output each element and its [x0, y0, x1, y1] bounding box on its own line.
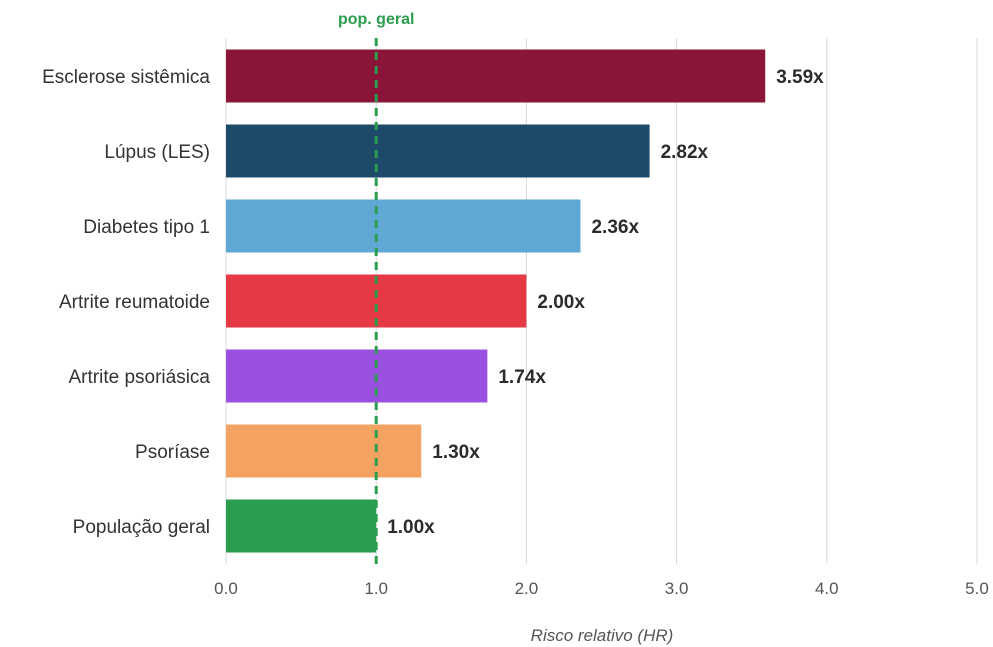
bar: [226, 349, 488, 403]
category-label: Psoríase: [135, 442, 210, 463]
category-label: Diabetes tipo 1: [83, 217, 210, 238]
category-label: Lúpus (LES): [104, 142, 210, 163]
x-tick-labels: 0.0 1.0 2.0 3.0 4.0 5.0: [214, 579, 989, 598]
x-tick-label: 4.0: [815, 579, 839, 598]
reference-line-label: pop. geral: [338, 11, 414, 28]
bar: [226, 124, 650, 178]
bars: [226, 49, 766, 553]
bar: [226, 424, 422, 478]
reference-line-group: pop. geral: [338, 11, 414, 564]
x-tick-label: 0.0: [214, 579, 238, 598]
value-labels: 3.59x 2.82x 2.36x 2.00x 1.74x 1.30x 1.00x: [387, 67, 824, 538]
category-labels: Esclerose sistêmica Lúpus (LES) Diabetes t…: [42, 67, 210, 538]
category-label: Esclerose sistêmica: [42, 67, 210, 88]
value-label: 1.74x: [498, 367, 546, 388]
category-label: População geral: [73, 517, 210, 538]
value-label: 1.30x: [432, 442, 480, 463]
x-tick-label: 2.0: [515, 579, 539, 598]
value-label: 2.82x: [661, 142, 709, 163]
category-label: Artrite reumatoide: [59, 292, 210, 313]
x-axis-title: Risco relativo (HR): [531, 626, 674, 645]
value-label: 2.00x: [537, 292, 585, 313]
bar: [226, 499, 377, 553]
x-tick-label: 5.0: [965, 579, 989, 598]
category-label: Artrite psoriásica: [69, 367, 211, 388]
bar: [226, 49, 766, 103]
bar: [226, 199, 581, 253]
x-tick-label: 1.0: [364, 579, 388, 598]
value-label: 3.59x: [776, 67, 824, 88]
value-label: 2.36x: [591, 217, 639, 238]
x-tick-label: 3.0: [665, 579, 689, 598]
value-label: 1.00x: [387, 517, 435, 538]
